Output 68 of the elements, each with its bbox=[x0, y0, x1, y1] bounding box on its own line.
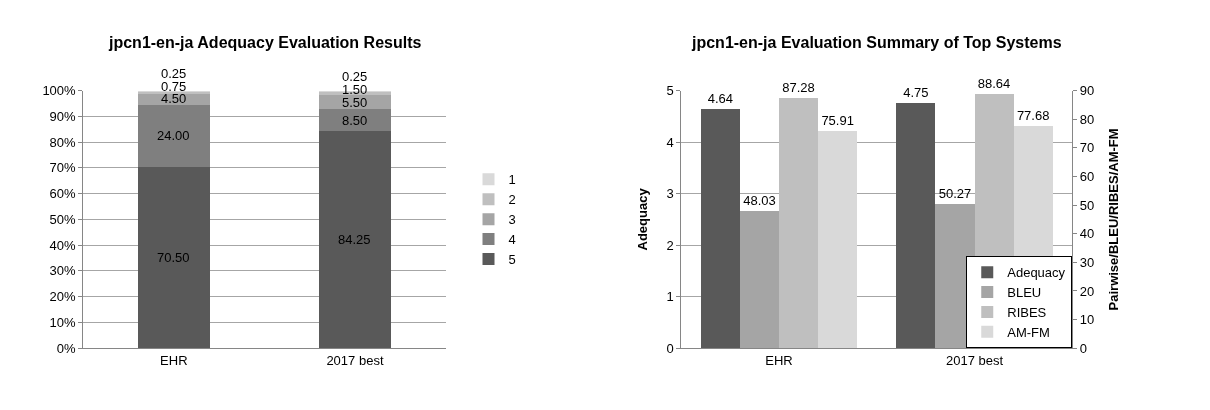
y-tick-label: 4 bbox=[666, 134, 674, 150]
x-tick-label: EHR bbox=[765, 352, 793, 368]
legend-label: 3 bbox=[508, 212, 516, 228]
y2-tick-label: 90 bbox=[1079, 83, 1095, 99]
legend-label: 1 bbox=[508, 172, 516, 188]
data-label: 4.50 bbox=[161, 91, 187, 106]
y-tick-label: 5 bbox=[666, 83, 674, 99]
data-label: 5.50 bbox=[342, 95, 368, 110]
x-tick-label: 2017 best bbox=[326, 352, 384, 368]
bar bbox=[137, 166, 211, 349]
y-tick-label: 3 bbox=[666, 186, 674, 202]
y2-axis-title: Pairwise/BLEU/RIBES/AM-FM bbox=[1105, 128, 1121, 311]
y2-tick-label: 80 bbox=[1079, 111, 1095, 127]
y-tick-label: 90% bbox=[49, 108, 77, 124]
data-label: 70.50 bbox=[157, 250, 190, 265]
x-tick-label: EHR bbox=[160, 352, 188, 368]
data-label: 77.68 bbox=[1016, 107, 1050, 123]
chart-title: jpcn1-en-ja Adequacy Evaluation Results bbox=[108, 34, 422, 51]
legend-label: BLEU bbox=[1007, 285, 1042, 301]
y2-tick-label: 40 bbox=[1079, 226, 1095, 242]
y-tick-label: 0 bbox=[666, 340, 674, 356]
y-tick-label: 1 bbox=[666, 289, 674, 305]
y-tick-label: 50% bbox=[49, 211, 77, 227]
data-label: 24.00 bbox=[157, 128, 190, 143]
legend-label: 4 bbox=[508, 232, 516, 248]
bar bbox=[779, 98, 819, 349]
y2-tick-label: 0 bbox=[1079, 340, 1088, 356]
data-label: 4.75 bbox=[903, 85, 929, 101]
y-tick-label: 80% bbox=[49, 134, 77, 150]
legend-label: 5 bbox=[508, 252, 516, 268]
y-tick-label: 70% bbox=[49, 160, 77, 176]
y-tick-label: 10% bbox=[49, 314, 77, 330]
bar bbox=[318, 109, 392, 132]
data-label: 0.75 bbox=[161, 79, 187, 94]
y2-tick-label: 10 bbox=[1079, 312, 1095, 328]
legend-label: AM-FM bbox=[1007, 324, 1050, 340]
bar bbox=[137, 104, 211, 167]
y-tick-label: 0% bbox=[56, 340, 77, 356]
data-label: 0.25 bbox=[342, 69, 368, 84]
y2-tick-label: 50 bbox=[1079, 197, 1095, 213]
data-label: 0.25 bbox=[161, 66, 187, 81]
legend-label: Adequacy bbox=[1007, 265, 1066, 281]
y2-tick-label: 60 bbox=[1079, 169, 1095, 185]
chart-title: jpcn1-en-ja Evaluation Summary of Top Systems bbox=[691, 34, 1062, 51]
data-label: 8.50 bbox=[342, 113, 368, 128]
y-tick-label: 60% bbox=[49, 186, 77, 202]
y-tick-label: 2 bbox=[666, 237, 674, 253]
data-label: 88.64 bbox=[977, 76, 1011, 92]
y2-tick-label: 20 bbox=[1079, 283, 1095, 299]
y-tick-label: 40% bbox=[49, 237, 77, 253]
data-label: 75.91 bbox=[821, 112, 854, 128]
y-tick-label: 20% bbox=[49, 289, 77, 305]
y2-tick-label: 30 bbox=[1079, 254, 1095, 270]
legend-label: 2 bbox=[508, 192, 516, 208]
legend-label: RIBES bbox=[1007, 305, 1047, 321]
data-label: 4.64 bbox=[707, 91, 734, 107]
y-tick-label: 100% bbox=[42, 83, 77, 99]
y2-tick-label: 70 bbox=[1079, 140, 1095, 156]
bar bbox=[818, 130, 858, 349]
data-label: 50.27 bbox=[938, 186, 972, 202]
data-label: 87.28 bbox=[782, 80, 815, 96]
y-axis-title: Adequacy bbox=[635, 187, 651, 251]
x-tick-label: 2017 best bbox=[945, 352, 1004, 368]
y-tick-label: 30% bbox=[49, 263, 77, 279]
data-label: 84.25 bbox=[338, 232, 371, 247]
bar bbox=[318, 131, 392, 349]
data-label: 48.03 bbox=[743, 192, 776, 208]
data-label: 1.50 bbox=[342, 82, 368, 97]
